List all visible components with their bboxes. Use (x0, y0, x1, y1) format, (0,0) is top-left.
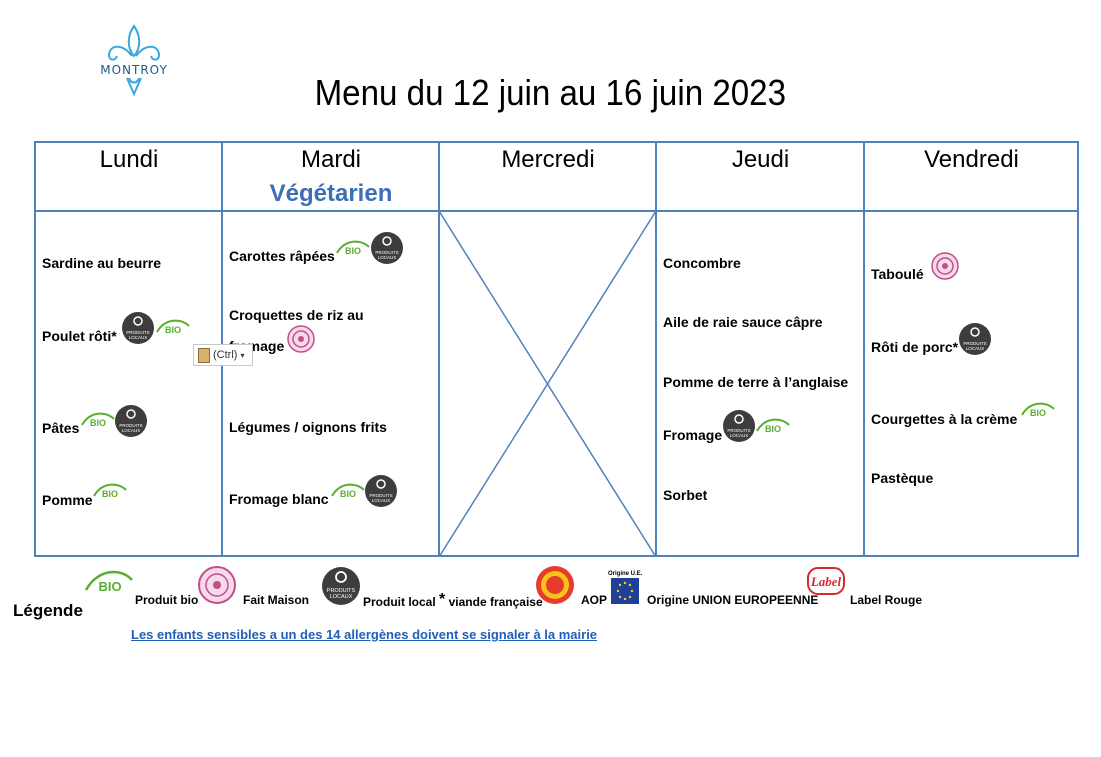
menu-item: Sardine au beurre (42, 255, 162, 271)
bio-icon: BIO (1021, 402, 1055, 418)
menu-item: Pastèque (871, 470, 934, 486)
menu-item: Courgettes à la crème (871, 411, 1018, 427)
svg-text:LOCAUX: LOCAUX (330, 594, 353, 600)
page-title: Menu du 12 juin au 16 juin 2023 (314, 72, 787, 113)
fleur-de-lis-icon (107, 24, 161, 96)
legend-label-rouge: Label Rouge (850, 593, 923, 607)
aop-icon (536, 566, 574, 604)
legend-star: * (439, 591, 446, 608)
fait-maison-icon (931, 252, 959, 280)
legend-viande: viande française (448, 595, 543, 609)
svg-text:Label: Label (810, 574, 842, 589)
legend-bio: Produit bio (135, 593, 199, 607)
legend-title: Légende (13, 601, 83, 620)
menu-item: Fromage (663, 427, 723, 443)
legend-local-label: Produit local (363, 595, 436, 609)
menu-item: Fromage blanc (229, 491, 329, 507)
fait-maison-icon (198, 566, 236, 604)
svg-text:PRODUITS: PRODUITS (375, 250, 398, 255)
closed-day-cross (439, 211, 656, 557)
svg-text:LOCAUX: LOCAUX (372, 498, 391, 503)
svg-text:BIO: BIO (345, 246, 361, 256)
day-lundi: Lundi (99, 146, 159, 173)
paste-options-button[interactable]: (Ctrl) ▾ (193, 344, 253, 366)
legend-local: Produit local * viande française (363, 591, 543, 611)
svg-text:PRODUITS: PRODUITS (963, 341, 986, 346)
eu-caption: Origine U.E. (608, 571, 643, 577)
svg-text:BIO: BIO (90, 418, 106, 428)
svg-text:BIO: BIO (1030, 408, 1046, 418)
menu-table (34, 141, 1079, 557)
day-jeudi: Jeudi (731, 146, 790, 173)
bio-icon: BIO (84, 570, 133, 594)
svg-text:BIO: BIO (98, 579, 121, 594)
svg-text:PRODUITS: PRODUITS (327, 588, 356, 594)
svg-text:LOCAUX: LOCAUX (129, 335, 148, 340)
bio-icon: BIO (81, 412, 115, 428)
svg-text:BIO: BIO (102, 489, 118, 499)
bio-icon: BIO (156, 319, 190, 335)
bio-icon: BIO (756, 418, 790, 434)
clipboard-icon (198, 347, 210, 363)
svg-text:BIO: BIO (340, 489, 356, 499)
menu-item: Concombre (663, 255, 741, 271)
bio-icon: BIO (331, 483, 365, 499)
bio-icon: BIO (93, 483, 127, 499)
svg-text:PRODUITS: PRODUITS (119, 423, 142, 428)
day-mardi: Mardi (300, 146, 361, 173)
fait-maison-icon (287, 325, 315, 353)
svg-text:LOCAUX: LOCAUX (730, 433, 749, 438)
menu-item: Pâtes (42, 420, 80, 436)
svg-text:PRODUITS: PRODUITS (126, 330, 149, 335)
svg-text:LOCAUX: LOCAUX (966, 346, 985, 351)
menu-item: Légumes / oignons frits (229, 419, 387, 435)
legend-fait-maison: Fait Maison (243, 593, 310, 607)
svg-text:LOCAUX: LOCAUX (122, 428, 141, 433)
paste-label: (Ctrl) (213, 349, 238, 361)
logo-text: MONTROY (100, 63, 168, 77)
bio-icon: BIO (336, 240, 370, 256)
allergy-notice-link[interactable]: Les enfants sensibles a un des 14 allerg… (131, 627, 598, 642)
menu-item: Pomme de terre à l’anglaise (663, 374, 849, 390)
chevron-down-icon: ▾ (240, 350, 245, 360)
svg-text:LOCAUX: LOCAUX (378, 255, 397, 260)
vegetarian-label: Végétarien (269, 180, 393, 207)
montroy-logo: MONTROY (88, 22, 180, 100)
menu-item: Poulet rôti* (42, 328, 117, 344)
legend-origine-ue: Origine UNION EUROPEENNE (647, 593, 819, 607)
eu-flag-icon (611, 578, 639, 604)
menu-item: Pomme (42, 492, 93, 508)
legend-aop: AOP (581, 593, 608, 607)
svg-text:BIO: BIO (765, 424, 781, 434)
menu-item: Rôti de porc* (871, 339, 959, 355)
menu-item: Carottes râpées (229, 248, 335, 264)
svg-text:PRODUITS: PRODUITS (369, 493, 392, 498)
day-mercredi: Mercredi (501, 146, 595, 173)
menu-item: Taboulé (871, 266, 924, 282)
menu-item: Sorbet (663, 487, 708, 503)
label-rouge-icon: Label (807, 567, 845, 595)
svg-text:PRODUITS: PRODUITS (727, 428, 750, 433)
day-vendredi: Vendredi (924, 146, 1019, 173)
menu-item: Aile de raie sauce câpre (663, 314, 823, 330)
svg-text:BIO: BIO (165, 325, 181, 335)
